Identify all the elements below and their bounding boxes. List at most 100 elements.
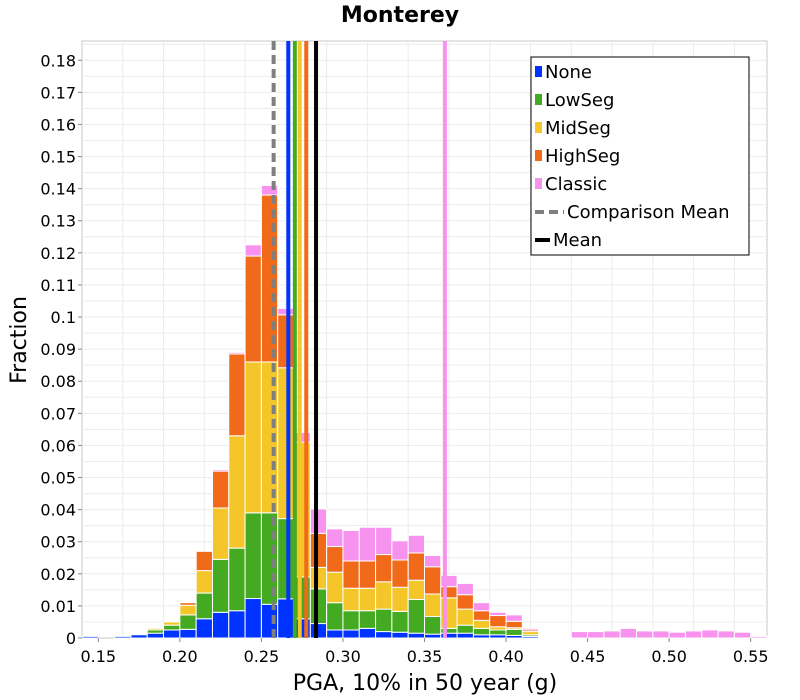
- bar-classic: [668, 631, 686, 639]
- legend-label-classic: Classic: [545, 174, 607, 195]
- bar-highseg: [358, 560, 377, 589]
- y-tick-label: 0.03: [40, 533, 76, 552]
- bar-classic: [652, 630, 670, 639]
- bar-midseg: [195, 570, 213, 594]
- bar-classic: [456, 582, 474, 596]
- bar-lowseg: [244, 512, 262, 600]
- bar-classic: [733, 631, 752, 639]
- bar-classic: [489, 611, 507, 617]
- bar-classic: [244, 244, 262, 257]
- bar-highseg: [195, 550, 213, 572]
- y-tick-label: 0.11: [40, 276, 76, 295]
- y-tick-label: 0.18: [40, 51, 76, 70]
- x-tick-label: 0.15: [80, 647, 116, 666]
- bar-classic: [636, 630, 654, 639]
- bar-none: [358, 627, 377, 639]
- y-axis-ticks: 0 0.01 0.02 0.03 0.04 0.05 0.06 0.07 0.08 0.09 0.1…: [40, 51, 82, 648]
- bar-classic: [424, 555, 442, 568]
- legend-swatch-midseg: [535, 122, 542, 133]
- bar-classic: [750, 635, 768, 639]
- bar-classic: [277, 307, 295, 316]
- bar-highseg: [228, 353, 246, 437]
- bar-none: [163, 629, 181, 639]
- bar-none: [195, 618, 213, 639]
- y-tick-label: 0.01: [40, 597, 76, 616]
- bar-none: [342, 629, 360, 639]
- bar-classic: [505, 614, 523, 622]
- bar-lowseg: [326, 602, 344, 631]
- bar-highseg: [424, 566, 442, 595]
- y-tick-label: 0.06: [40, 436, 76, 455]
- bar-lowseg: [472, 627, 491, 636]
- bar-classic: [211, 468, 230, 472]
- y-tick-label: 0.1: [51, 308, 76, 327]
- y-axis-label: Fraction: [7, 296, 32, 384]
- legend-label-comparison-mean: Comparison Mean: [567, 202, 730, 223]
- bar-classic: [260, 184, 279, 196]
- bar-lowseg: [505, 628, 523, 636]
- bar-midseg: [391, 586, 409, 612]
- y-tick-label: 0.02: [40, 565, 76, 584]
- bar-midseg: [342, 587, 360, 612]
- bar-classic: [358, 526, 377, 562]
- bar-midseg: [277, 367, 295, 520]
- y-tick-label: 0.15: [40, 148, 76, 167]
- bar-lowseg: [211, 558, 230, 613]
- bar-classic: [554, 636, 572, 639]
- bar-lowseg: [407, 598, 426, 634]
- legend-label-lowseg: LowSeg: [545, 90, 614, 111]
- bar-lowseg: [195, 592, 213, 620]
- bar-lowseg: [456, 624, 474, 634]
- y-tick-label: 0.16: [40, 115, 76, 134]
- bar-highseg: [489, 615, 507, 628]
- bar-classic: [228, 351, 246, 355]
- bar-none: [228, 610, 246, 639]
- bar-classic: [603, 630, 621, 639]
- bar-midseg: [163, 621, 181, 626]
- bar-lowseg: [277, 518, 295, 600]
- bar-midseg: [456, 608, 474, 626]
- bar-classic: [407, 534, 426, 554]
- x-tick-label: 0.35: [407, 647, 443, 666]
- legend: None LowSeg MidSeg HighSeg Classic Comparison…: [530, 56, 750, 256]
- legend-label-mean: Mean: [553, 230, 602, 251]
- legend-box: [530, 56, 750, 256]
- y-tick-label: 0.14: [40, 180, 76, 199]
- bar-classic: [472, 602, 491, 612]
- bar-none: [309, 623, 328, 639]
- y-tick-label: 0.12: [40, 244, 76, 263]
- bar-none: [326, 629, 344, 639]
- chart-title: Monterey: [341, 3, 459, 28]
- bar-none: [81, 635, 99, 639]
- bar-none: [375, 631, 393, 639]
- bar-midseg: [309, 566, 328, 590]
- bar-lowseg: [228, 547, 246, 612]
- y-tick-label: 0.09: [40, 340, 76, 359]
- legend-swatch-lowseg: [535, 94, 542, 105]
- legend-label-highseg: HighSeg: [545, 146, 620, 167]
- mean-lines: [271, 41, 447, 638]
- x-axis-ticks: 0.15 0.20 0.25 0.30 0.35 0.40 0.45 0.50 0.55: [80, 638, 769, 666]
- bar-classic: [440, 574, 458, 588]
- legend-label-none: None: [545, 62, 592, 83]
- bar-highseg: [179, 602, 197, 606]
- bar-highseg: [391, 559, 409, 588]
- bar-midseg: [211, 507, 230, 560]
- bar-midseg: [424, 593, 442, 617]
- y-tick-label: 0.07: [40, 404, 76, 423]
- bar-lowseg: [489, 629, 507, 636]
- bar-none: [424, 633, 442, 639]
- bar-highseg: [244, 255, 262, 363]
- bar-midseg: [228, 435, 246, 549]
- bar-highseg: [342, 560, 360, 589]
- bar-classic: [375, 526, 393, 556]
- bar-lowseg: [163, 624, 181, 631]
- bar-midseg: [179, 604, 197, 616]
- bar-highseg: [407, 552, 426, 581]
- bar-classic: [570, 631, 589, 639]
- x-tick-label: 0.55: [733, 647, 769, 666]
- legend-swatch-none: [535, 66, 542, 77]
- bar-highseg: [211, 470, 230, 509]
- y-tick-label: 0.04: [40, 501, 76, 520]
